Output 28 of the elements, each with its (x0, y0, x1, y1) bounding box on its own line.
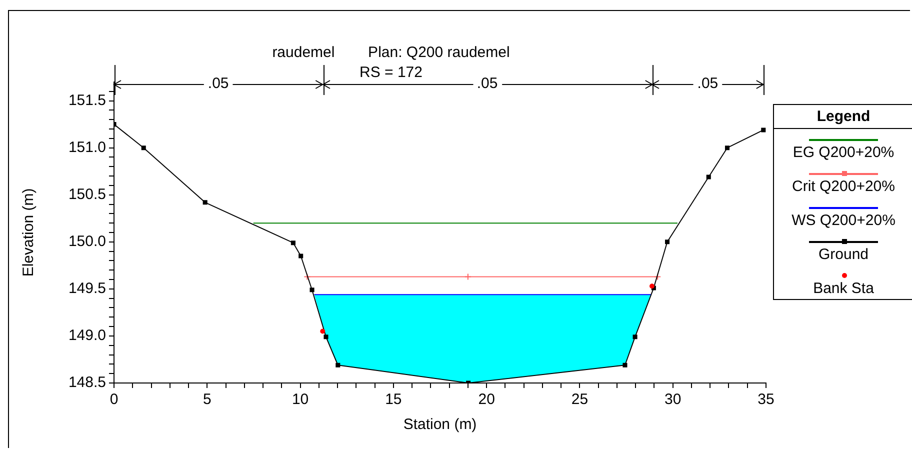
legend-label: Ground (817, 246, 870, 263)
y-tick-label: 150.0 (68, 233, 106, 250)
x-tick-label: 5 (202, 391, 212, 408)
y-tick-label: 151.5 (68, 92, 106, 109)
legend-title: Legend (774, 105, 912, 129)
x-tick-label: 10 (292, 391, 309, 408)
legend-label: Bank Sta (812, 280, 875, 297)
x-tick-label: 20 (478, 391, 495, 408)
x-tick-label: 0 (110, 391, 118, 408)
x-tick-label: 25 (571, 391, 588, 408)
annotation: .05 (697, 75, 718, 92)
y-tick-label: 150.5 (68, 186, 106, 204)
x-tick-label: 30 (664, 391, 682, 408)
x-axis-title: Station (m) (403, 416, 477, 434)
y-tick-label: 149.0 (68, 327, 106, 344)
annotation: .05 (208, 75, 229, 92)
chart-title: raudemel Plan: Q200 raudemel (272, 44, 510, 62)
x-tick-label: 35 (758, 391, 774, 408)
chart-subtitle: RS = 172 (360, 64, 422, 82)
annotation: .05 (476, 75, 498, 92)
legend-label: WS Q200+20% (790, 212, 896, 229)
legend-label: Crit Q200+20% (791, 178, 896, 195)
y-tick-label: 149.5 (68, 280, 106, 298)
y-tick-label: 151.0 (68, 138, 106, 156)
x-tick-label: 15 (385, 391, 402, 408)
y-axis-title: Elevation (m) (20, 188, 38, 277)
y-tick-label: 148.5 (68, 374, 106, 392)
legend-label: EG Q200+20% (792, 144, 896, 161)
